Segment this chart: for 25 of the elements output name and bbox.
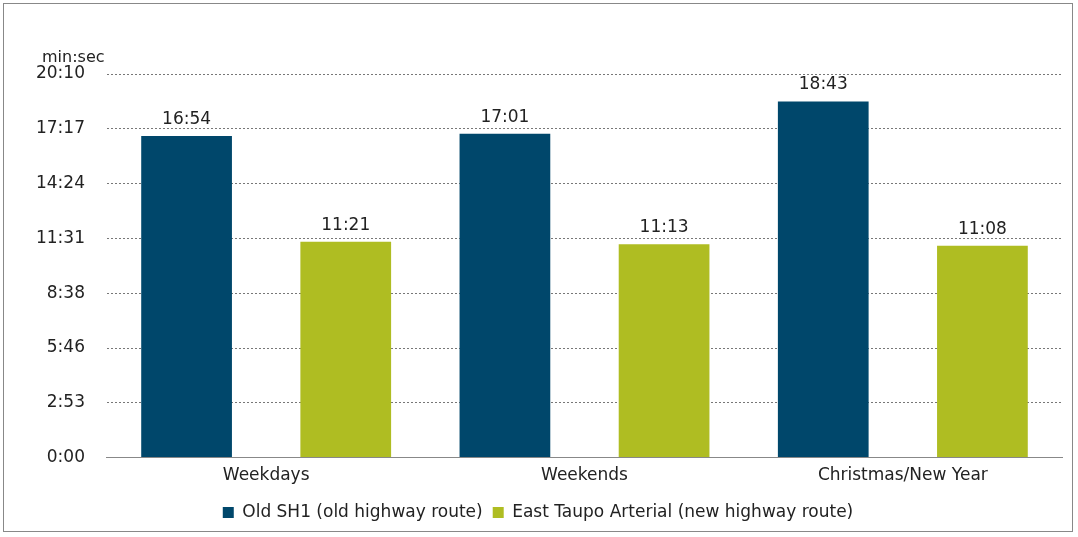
y-tick-label: 5:46 (46, 336, 85, 357)
legend-label: Old SH1 (old highway route) (242, 500, 483, 521)
bar (618, 244, 710, 458)
bar (300, 241, 392, 458)
y-tick-label: 17:17 (35, 117, 85, 138)
x-tick-label: Weekends (541, 464, 629, 485)
x-tick-label: Christmas/New Year (817, 464, 988, 485)
bar (777, 101, 869, 458)
y-tick-label: 8:38 (46, 281, 85, 302)
x-tick-label: Weekdays (222, 464, 310, 485)
bar (937, 245, 1028, 458)
bar (141, 136, 232, 458)
data-label: 17:01 (480, 105, 530, 126)
data-label: 18:43 (798, 73, 848, 94)
y-tick-label: 20:10 (35, 62, 85, 83)
y-tick-label: 0:00 (46, 446, 85, 467)
bar (459, 133, 551, 458)
y-tick-label: 11:31 (35, 226, 85, 247)
y-tick-label: 14:24 (35, 172, 85, 193)
y-tick-label: 2:53 (46, 391, 85, 412)
data-label: 11:21 (321, 213, 371, 234)
data-label: 11:08 (957, 217, 1007, 238)
data-label: 16:54 (162, 107, 212, 128)
data-label: 11:13 (639, 216, 689, 237)
legend-label: East Taupo Arterial (new highway route) (512, 500, 854, 521)
